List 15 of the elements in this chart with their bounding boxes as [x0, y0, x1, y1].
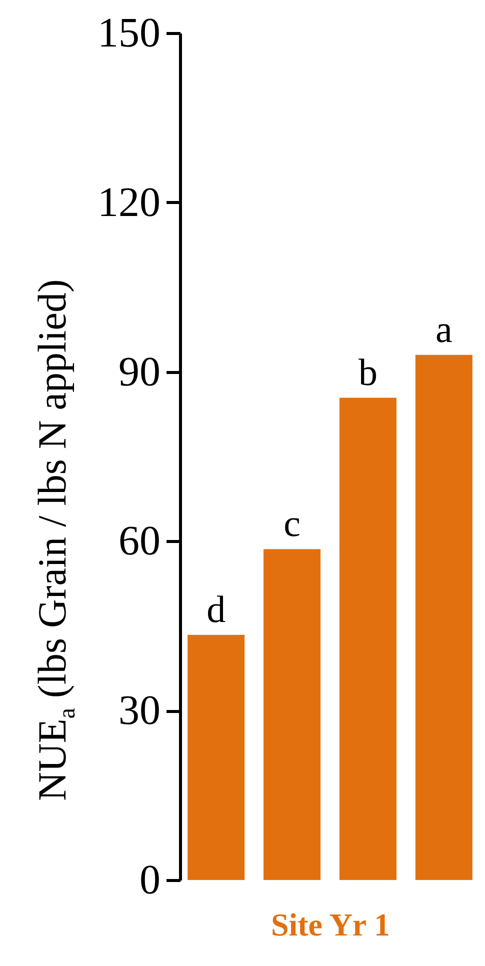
y-tick-label: 60 [118, 518, 160, 565]
bar [415, 354, 472, 880]
annotation: b [358, 352, 378, 394]
bar [339, 398, 396, 880]
y-tick-label: 150 [98, 10, 160, 56]
y-tick-label: 90 [118, 349, 160, 396]
bar [264, 549, 321, 880]
annotation: a [435, 308, 452, 351]
annotation: d [206, 588, 226, 631]
x-axis-title: Site Yr 1 [270, 906, 390, 942]
y-tick-label: 0 [140, 858, 160, 904]
y-tick-label: 120 [98, 180, 160, 226]
y-tick-label: 30 [118, 688, 160, 734]
annotation: c [284, 503, 300, 546]
bar [188, 634, 245, 880]
